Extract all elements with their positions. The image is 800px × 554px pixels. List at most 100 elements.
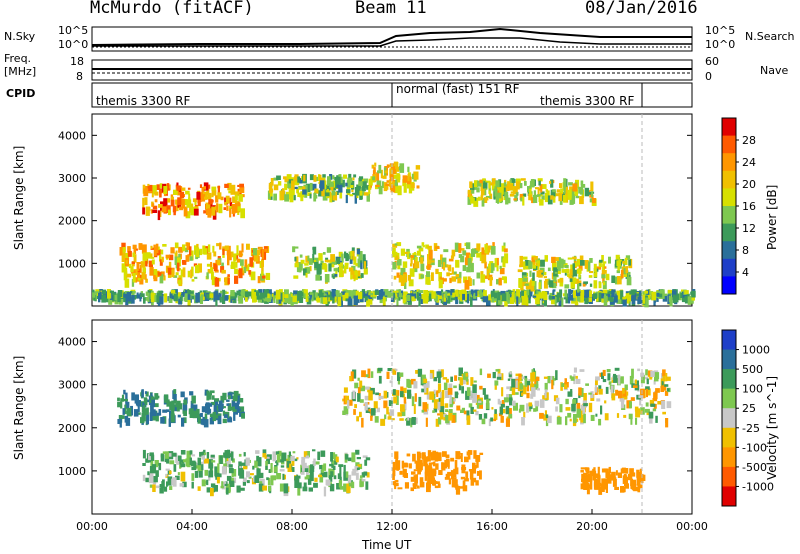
data-cell: [267, 289, 272, 296]
data-cell: [624, 257, 628, 265]
data-cell: [541, 195, 545, 200]
data-cell: [552, 282, 557, 289]
data-cell: [260, 472, 264, 479]
data-cell: [119, 417, 122, 428]
data-cell: [159, 296, 164, 305]
data-cell: [432, 450, 436, 461]
data-cell: [246, 471, 250, 478]
data-cell: [473, 249, 479, 254]
data-cell: [142, 463, 146, 466]
y-tick-label: 3000: [58, 379, 86, 392]
data-cell: [306, 451, 310, 458]
data-cell: [666, 401, 672, 409]
data-cell: [362, 455, 368, 458]
data-cell: [177, 292, 183, 298]
data-cell: [92, 294, 96, 298]
data-cell: [230, 451, 234, 461]
data-cell: [377, 367, 383, 372]
data-cell: [443, 464, 446, 467]
data-cell: [175, 250, 178, 257]
data-cell: [410, 255, 415, 258]
colorbar-swatch: [722, 408, 736, 429]
data-cell: [521, 178, 526, 181]
data-cell: [415, 165, 421, 170]
data-cell: [451, 276, 457, 282]
data-cell: [256, 468, 261, 479]
data-cell: [396, 297, 399, 306]
data-cell: [330, 471, 334, 477]
colorbar-swatch: [722, 349, 736, 370]
data-cell: [221, 481, 224, 486]
data-cell: [407, 251, 411, 260]
data-cell: [580, 292, 584, 301]
data-cell: [417, 459, 423, 468]
data-cell: [564, 284, 570, 289]
data-cell: [580, 467, 586, 470]
colorbar-swatch: [722, 118, 736, 137]
data-cell: [563, 184, 566, 194]
data-cell: [432, 480, 436, 485]
data-cell: [316, 295, 319, 301]
data-cell: [229, 202, 233, 209]
data-cell: [195, 265, 200, 274]
data-cell: [412, 485, 417, 489]
data-cell: [123, 398, 128, 402]
data-cell: [625, 468, 629, 474]
colorbar-swatch: [722, 223, 736, 242]
data-cell: [159, 183, 163, 188]
data-cell: [477, 180, 482, 187]
data-cell: [287, 454, 293, 461]
data-cell: [427, 255, 431, 264]
data-cell: [243, 266, 247, 274]
data-cell: [200, 192, 203, 197]
data-cell: [402, 295, 406, 304]
data-cell: [310, 464, 315, 472]
data-cell: [552, 289, 555, 296]
colorbar-tick-label: 20: [742, 178, 756, 191]
data-cell: [303, 174, 306, 182]
data-cell: [165, 473, 168, 477]
data-cell: [653, 380, 656, 385]
data-cell: [216, 413, 222, 416]
colorbar-swatch: [722, 369, 736, 390]
data-cell: [180, 463, 186, 468]
data-cell: [266, 296, 272, 303]
data-cell: [377, 407, 380, 413]
data-cell: [638, 290, 642, 298]
data-cell: [425, 244, 429, 249]
data-cell: [568, 294, 574, 301]
data-cell: [292, 458, 298, 462]
data-cell: [407, 275, 411, 281]
data-cell: [173, 275, 178, 278]
data-cell: [241, 243, 244, 253]
data-cell: [217, 292, 222, 301]
data-cell: [332, 180, 337, 188]
data-cell: [207, 192, 212, 200]
data-cell: [273, 177, 279, 181]
data-cell: [286, 460, 291, 468]
data-cell: [598, 260, 602, 268]
data-cell: [517, 269, 523, 273]
data-cell: [153, 476, 158, 483]
data-cell: [386, 406, 389, 415]
data-cell: [559, 289, 563, 295]
freq-tick-bottom: 8: [76, 70, 83, 83]
data-cell: [518, 408, 521, 413]
data-cell: [430, 472, 435, 481]
data-cell: [265, 460, 268, 470]
data-cell: [497, 192, 502, 199]
data-cell: [583, 413, 586, 424]
data-cell: [472, 393, 477, 403]
data-cell: [217, 414, 222, 425]
data-cell: [146, 414, 149, 425]
data-cell: [251, 288, 256, 299]
data-cell: [272, 451, 277, 462]
data-cell: [125, 260, 128, 264]
data-cell: [403, 387, 407, 394]
power-cbar-label: Power [dB]: [765, 184, 779, 250]
data-cell: [150, 245, 153, 249]
data-cell: [156, 184, 160, 190]
data-cell: [122, 248, 126, 258]
data-cell: [484, 244, 488, 254]
data-cell: [217, 192, 222, 200]
